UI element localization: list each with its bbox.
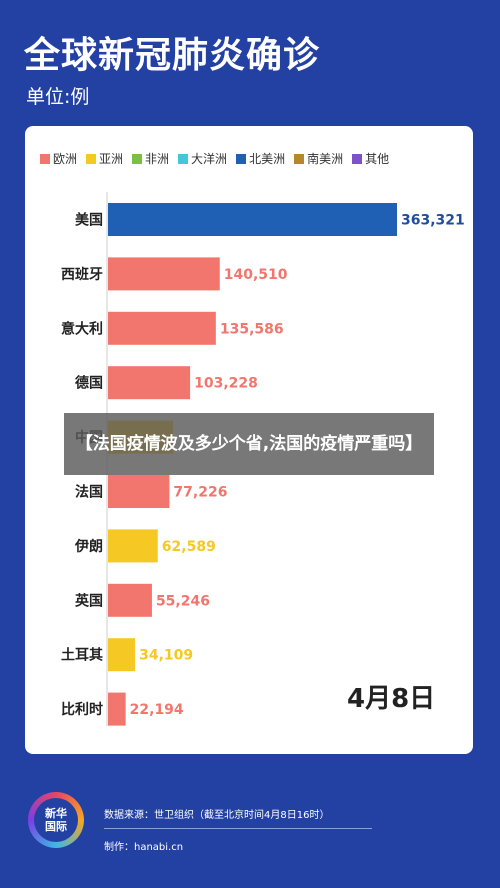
category-label-6: 伊朗: [74, 538, 103, 555]
legend-item-3: 大洋洲: [178, 150, 227, 167]
value-label-7: 55,246: [156, 593, 210, 609]
bar-1: [108, 257, 220, 291]
bar-7: [108, 583, 152, 617]
value-label-9: 22,194: [130, 702, 184, 718]
legend-swatch: [352, 153, 363, 164]
bar-3: [108, 366, 191, 400]
article-title-overlay[interactable]: 【法国疫情波及多少个省,法国的疫情严重吗】: [64, 413, 434, 475]
category-label-9: 比利时: [61, 701, 103, 718]
legend-label: 亚洲: [99, 152, 124, 166]
logo-text: 新华 国际: [34, 798, 78, 842]
category-label-3: 德国: [75, 375, 103, 392]
legend-swatch: [236, 153, 247, 164]
legend-item-1: 亚洲: [86, 150, 123, 167]
value-label-8: 34,109: [139, 648, 193, 664]
date-label: 4月8日: [347, 684, 436, 714]
legend-label: 非洲: [145, 152, 170, 166]
legend-item-6: 其他: [352, 150, 389, 167]
bar-0: [108, 203, 397, 236]
category-label-5: 法国: [75, 484, 103, 501]
legend-label: 欧洲: [53, 152, 78, 166]
maker-credit: 制作：hanabi.cn: [104, 842, 184, 853]
category-label-2: 意大利: [61, 320, 103, 337]
legend-item-4: 北美洲: [236, 150, 285, 167]
legend-swatch: [86, 153, 97, 164]
legend-label: 南美洲: [307, 152, 344, 166]
category-label-7: 英国: [74, 592, 103, 609]
value-label-0: 363,321: [401, 213, 465, 229]
legend-item-0: 欧洲: [40, 150, 77, 167]
legend-item-2: 非洲: [132, 150, 169, 167]
bar-8: [108, 638, 136, 672]
legend-swatch: [294, 153, 305, 164]
unit-label: 单位:例: [26, 86, 90, 108]
bar-9: [108, 692, 126, 726]
bar-5: [108, 475, 170, 508]
category-label-1: 西班牙: [61, 266, 103, 283]
legend-swatch: [178, 153, 189, 164]
footer-divider: [104, 828, 372, 829]
page-title: 全球新冠肺炎确诊: [24, 35, 321, 76]
legend-label: 其他: [365, 152, 390, 166]
category-label-0: 美国: [75, 212, 103, 229]
value-label-5: 77,226: [173, 485, 227, 501]
value-label-3: 103,228: [194, 376, 258, 392]
value-label-2: 135,586: [220, 321, 284, 337]
legend: 欧洲 亚洲 非洲 大洋洲 北美洲 南美洲 其他: [40, 150, 389, 167]
legend-swatch: [40, 153, 50, 164]
value-label-6: 62,589: [162, 539, 216, 555]
overlay-text: 【法国疫情波及多少个省,法国的疫情严重吗】: [75, 434, 423, 454]
value-label-1: 140,510: [224, 267, 288, 283]
legend-item-5: 南美洲: [294, 150, 343, 167]
bar-6: [108, 529, 158, 563]
xinhua-logo: 新华 国际: [28, 792, 84, 848]
data-source: 数据来源：世卫组织（截至北京时间4月8日16时）: [104, 810, 330, 821]
category-label-8: 土耳其: [61, 647, 103, 664]
bar-2: [108, 311, 216, 345]
legend-label: 大洋洲: [191, 152, 228, 166]
legend-swatch: [132, 153, 143, 164]
legend-label: 北美洲: [249, 152, 286, 166]
